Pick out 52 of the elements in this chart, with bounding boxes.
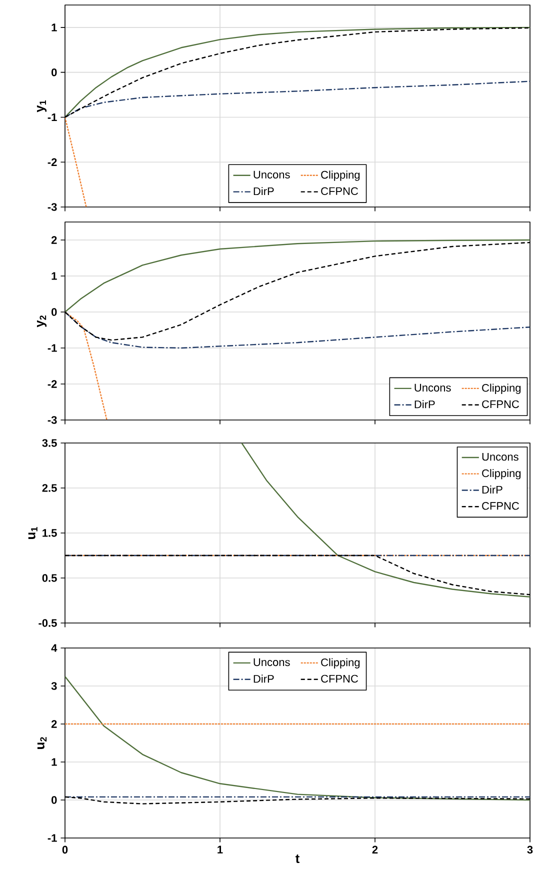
- y-tick-label: 1: [52, 24, 57, 32]
- legend-label: Clipping: [482, 384, 520, 394]
- legend-label: Clipping: [482, 469, 520, 480]
- y-tick-label: 0: [51, 796, 57, 804]
- y-tick-label: -2: [48, 158, 57, 166]
- y-tick-label: 2.5: [42, 484, 57, 492]
- legend-label: Uncons: [414, 384, 451, 392]
- legend-label: CFPNC: [482, 400, 519, 408]
- y-tick-label: 0: [51, 308, 57, 316]
- line-series: [64, 311, 108, 420]
- y-axis-title: y$_{1}$: [36, 100, 46, 112]
- legend-label: DirP: [254, 674, 274, 683]
- legend-label: CFPNC: [320, 674, 358, 683]
- legend-label: Uncons: [482, 453, 518, 461]
- legend-label: Uncons: [254, 170, 290, 178]
- y-tick-label: 3.5: [42, 439, 57, 447]
- legend-label: DirP: [414, 400, 435, 408]
- line-series: [240, 443, 530, 598]
- y-axis-title: u$_{2}$: [37, 737, 46, 749]
- y-tick-label: -3: [48, 416, 57, 424]
- x-tick-label: 2: [372, 846, 378, 854]
- y-tick-label: 4: [51, 644, 57, 652]
- legend-label: CFPNC: [320, 187, 358, 196]
- x-tick-label: 1: [217, 846, 223, 854]
- y-tick-label: 0: [51, 68, 57, 76]
- y-tick-label: 1.5: [42, 529, 57, 537]
- legend-label: Clipping: [320, 658, 360, 668]
- y-axis-title: u$_{1}$: [28, 527, 38, 539]
- x-axis-title: t: [295, 854, 300, 864]
- y-tick-label: 0.5: [42, 574, 57, 582]
- y-tick-label: -1: [48, 113, 57, 122]
- x-tick-label: 3: [527, 846, 532, 854]
- line-series: [64, 676, 530, 801]
- y-tick-label: 1: [52, 758, 57, 766]
- line-series: [64, 239, 530, 313]
- legend-label: Uncons: [254, 658, 290, 666]
- y-tick-label: 2: [51, 720, 57, 728]
- y-tick-label: 2: [51, 236, 57, 244]
- legend-label: DirP: [482, 486, 502, 494]
- y-axis-title: y$_{2}$: [36, 315, 46, 328]
- y-tick-label: -3: [48, 203, 57, 211]
- y-tick-label: -2: [48, 380, 57, 388]
- x-tick-label: 0: [62, 846, 68, 854]
- y-tick-label: -0.5: [38, 619, 57, 627]
- legend-label: CFPNC: [482, 502, 519, 510]
- y-tick-label: 1: [52, 272, 57, 280]
- y-tick-label: -1: [48, 344, 57, 352]
- line-series: [64, 80, 530, 118]
- legend-label: Clipping: [320, 170, 360, 181]
- legend-label: DirP: [254, 187, 274, 196]
- y-tick-label: -1: [48, 834, 57, 842]
- y-tick-label: 3: [51, 682, 57, 690]
